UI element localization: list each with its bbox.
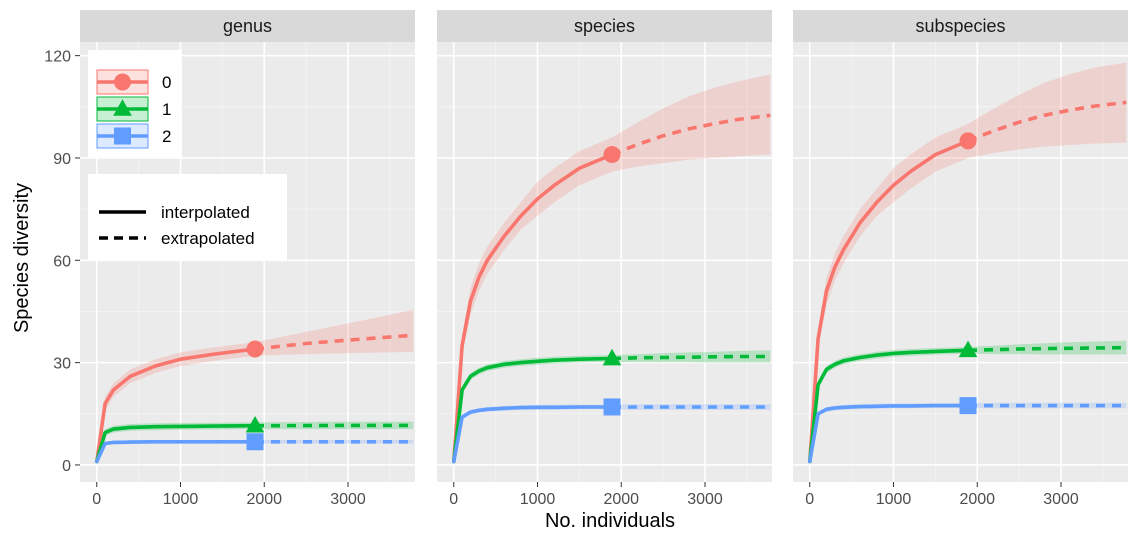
observed-point-marker — [960, 397, 977, 414]
facet-title: genus — [223, 16, 272, 36]
x-tick-label: 2000 — [959, 491, 995, 508]
x-tick-label: 1000 — [520, 491, 556, 508]
y-tick-label: 60 — [53, 253, 71, 270]
facet-title: subspecies — [915, 16, 1005, 36]
observed-point-marker — [604, 146, 621, 163]
x-tick-label: 0 — [449, 491, 458, 508]
legend-label: 2 — [162, 127, 171, 146]
y-tick-label: 30 — [53, 356, 71, 373]
x-tick-label: 0 — [92, 491, 101, 508]
facet-panel-species: species 0 1000 2000 3000 — [437, 10, 772, 508]
facet-title: species — [574, 16, 635, 36]
x-tick-label: 1000 — [876, 491, 912, 508]
y-tick-label: 120 — [44, 49, 71, 66]
facet-panel-subspecies: subspecies 0 1000 2000 3000 — [793, 10, 1128, 508]
x-tick-label: 3000 — [687, 491, 723, 508]
y-tick-label: 0 — [62, 458, 71, 475]
y-tick-label: 90 — [53, 151, 71, 168]
x-tick-label: 3000 — [1043, 491, 1079, 508]
observed-point-marker — [247, 340, 264, 357]
x-tick-label: 0 — [805, 491, 814, 508]
x-axis-label: No. individuals — [545, 510, 675, 532]
observed-point-marker — [604, 398, 621, 415]
legend-key-marker — [114, 128, 131, 145]
legend-key-marker — [114, 74, 131, 91]
y-axis-label: Species diversity — [11, 183, 33, 333]
observed-point-marker — [960, 132, 977, 149]
observed-point-marker — [247, 433, 264, 450]
x-tick-label: 1000 — [163, 491, 199, 508]
x-tick-label: 3000 — [330, 491, 366, 508]
x-tick-label: 2000 — [246, 491, 282, 508]
legend-label: 1 — [162, 100, 171, 119]
legend-label: 0 — [162, 73, 171, 92]
x-tick-label: 2000 — [603, 491, 639, 508]
legend-label: interpolated — [161, 203, 250, 222]
legend-label: extrapolated — [161, 229, 255, 248]
